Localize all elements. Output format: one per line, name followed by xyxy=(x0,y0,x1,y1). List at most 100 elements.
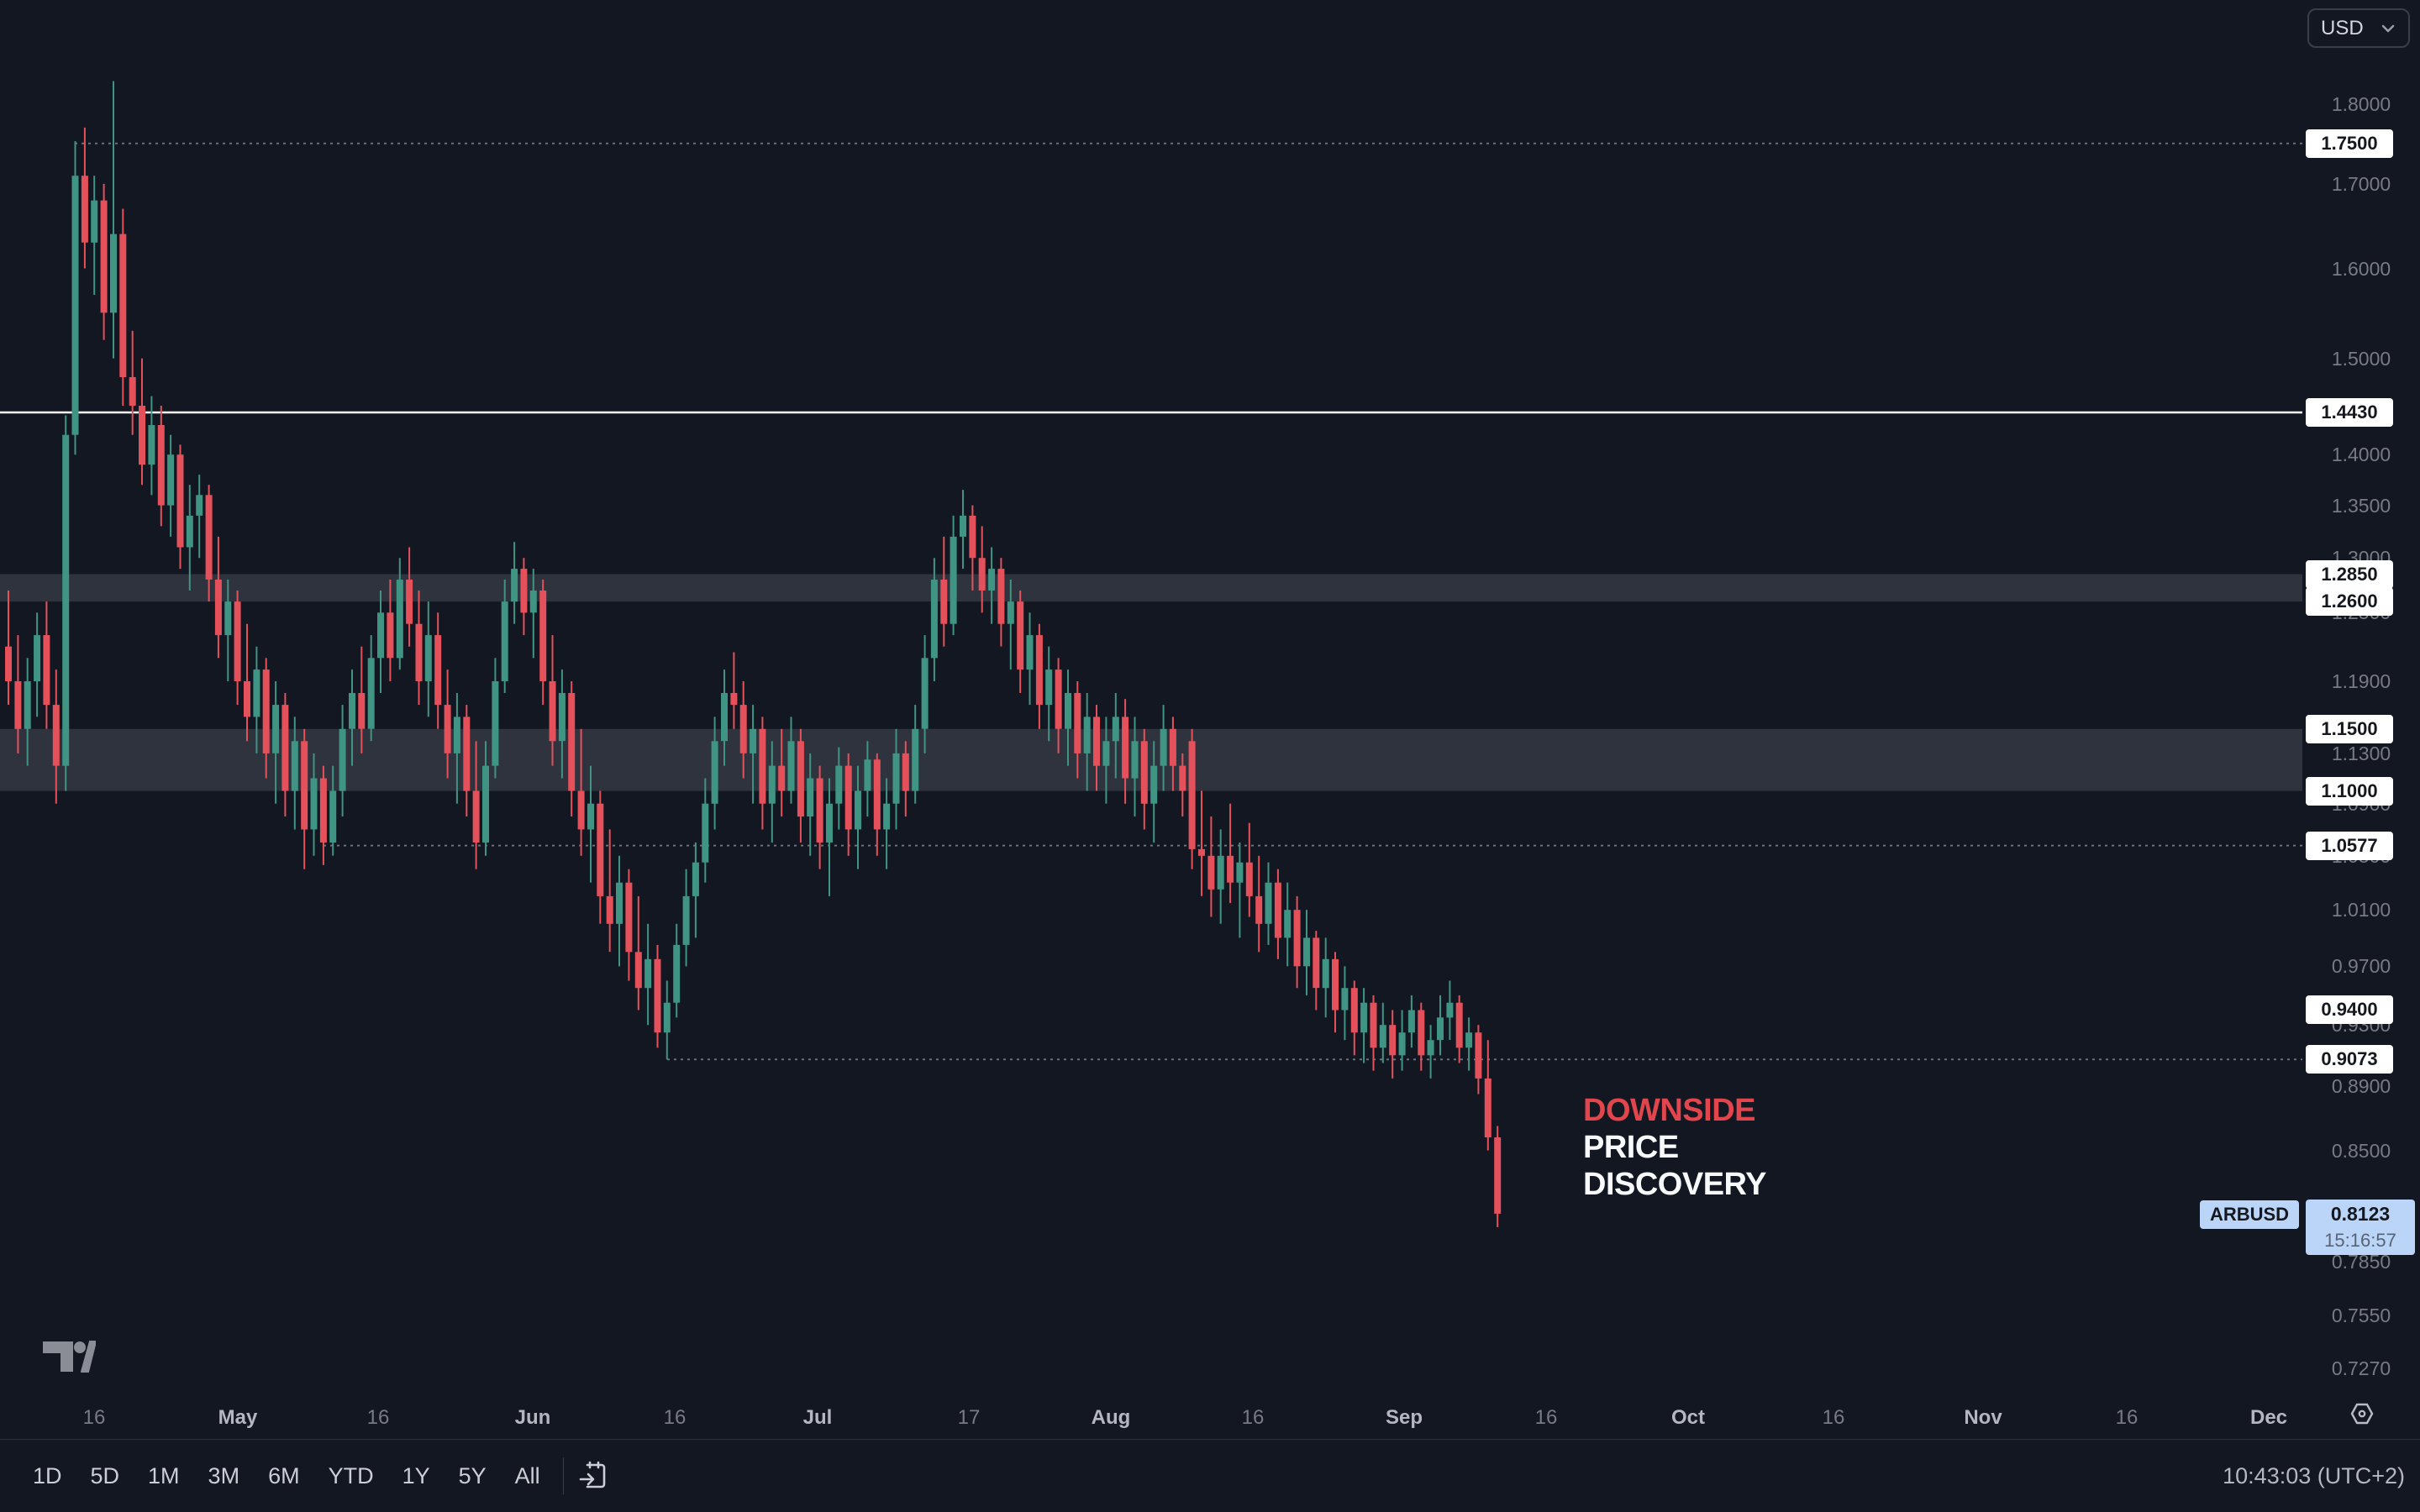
range-button-5y[interactable]: 5Y xyxy=(458,1462,487,1488)
candle xyxy=(396,558,403,670)
candle xyxy=(587,765,594,883)
candle xyxy=(139,358,145,486)
candle xyxy=(606,829,613,953)
candle xyxy=(406,547,413,647)
candle xyxy=(501,580,508,693)
candle xyxy=(100,183,108,340)
price-zone-band xyxy=(0,574,2302,602)
candle xyxy=(1332,952,1339,1033)
candle xyxy=(1045,646,1053,742)
candle xyxy=(110,81,117,359)
candle xyxy=(807,753,814,856)
candle xyxy=(1322,937,1329,1018)
candle xyxy=(634,895,642,1011)
range-button-ytd[interactable]: YTD xyxy=(328,1462,374,1488)
price-level-label: 0.9073 xyxy=(2306,1045,2393,1074)
candle xyxy=(205,485,213,602)
candle xyxy=(1446,980,1454,1041)
bar-countdown: 15:16:57 xyxy=(2324,1230,2396,1251)
time-axis-month-label: Dec xyxy=(2249,1406,2288,1429)
range-button-all[interactable]: All xyxy=(514,1462,540,1488)
chart-text-annotation[interactable]: DOWNSIDE PRICE DISCOVERY xyxy=(1583,1092,1766,1203)
time-axis-day-label: 16 xyxy=(2115,1406,2139,1429)
price-tick-label: 1.0100 xyxy=(2331,899,2391,921)
candle xyxy=(625,869,633,981)
candle xyxy=(472,741,480,869)
candle xyxy=(855,765,861,869)
price-tick-label: 1.7000 xyxy=(2331,172,2391,195)
last-price-label: 0.8123 15:16:57 xyxy=(2306,1200,2415,1255)
candle xyxy=(902,741,909,817)
axis-settings-gear-icon[interactable] xyxy=(2349,1403,2375,1425)
candle xyxy=(1370,995,1377,1071)
candle xyxy=(214,536,222,659)
candle xyxy=(1255,855,1263,953)
time-axis-month-label: Jun xyxy=(514,1406,551,1429)
price-tick-label: 0.8500 xyxy=(2331,1139,2391,1162)
candle xyxy=(1350,980,1358,1056)
time-axis-day-label: 16 xyxy=(663,1406,687,1429)
price-level-label: 1.2600 xyxy=(2306,587,2393,617)
candle xyxy=(329,765,337,856)
candle xyxy=(644,923,652,1026)
price-level-label: 1.1000 xyxy=(2306,776,2393,806)
price-tick-label: 0.9700 xyxy=(2331,955,2391,978)
candle xyxy=(539,580,547,706)
candle xyxy=(1274,869,1281,959)
candle xyxy=(176,444,184,570)
candle xyxy=(424,601,432,717)
annotation-line-3: DISCOVERY xyxy=(1583,1167,1766,1202)
candle xyxy=(262,658,270,779)
range-button-1y[interactable]: 1Y xyxy=(402,1462,430,1488)
candle xyxy=(1494,1126,1502,1227)
tradingview-logo[interactable] xyxy=(42,1341,96,1373)
candle xyxy=(1131,717,1139,816)
candle xyxy=(750,705,757,804)
range-button-6m[interactable]: 6M xyxy=(268,1462,300,1488)
candle xyxy=(1150,741,1158,843)
candle xyxy=(1341,966,1349,1041)
candle xyxy=(1465,1017,1473,1071)
candle xyxy=(892,728,900,830)
candle xyxy=(463,705,471,816)
candle xyxy=(1284,882,1292,967)
candle xyxy=(1169,717,1176,791)
candle xyxy=(1437,995,1444,1056)
candle xyxy=(52,669,60,804)
candle xyxy=(1207,816,1215,917)
price-tick-label: 1.1300 xyxy=(2331,742,2391,764)
candle xyxy=(950,515,957,636)
candle xyxy=(1007,580,1014,670)
candle xyxy=(682,869,690,967)
currency-selector[interactable]: USD xyxy=(2307,8,2410,48)
clock-utc-label[interactable]: 10:43:03 (UTC+2) xyxy=(2223,1462,2405,1488)
candle xyxy=(14,635,22,753)
candle xyxy=(768,741,776,843)
candle xyxy=(711,717,718,830)
price-tick-label: 0.8900 xyxy=(2331,1075,2391,1098)
candle xyxy=(1083,693,1091,791)
calendar-goto-date-icon[interactable] xyxy=(579,1461,608,1491)
range-button-1m[interactable]: 1M xyxy=(148,1462,180,1488)
candle xyxy=(186,485,193,591)
candle xyxy=(444,669,451,779)
annotation-line-2: PRICE xyxy=(1583,1130,1679,1165)
candle xyxy=(969,505,976,591)
candle xyxy=(568,681,576,816)
time-axis-month-label: Nov xyxy=(1964,1406,2002,1429)
price-level-label: 1.0577 xyxy=(2306,831,2393,860)
candle xyxy=(558,669,566,779)
candle xyxy=(529,569,537,659)
range-button-3m[interactable]: 3M xyxy=(208,1462,240,1488)
candle xyxy=(702,778,709,883)
time-axis-month-label: Oct xyxy=(1670,1406,1706,1429)
range-button-5d[interactable]: 5D xyxy=(90,1462,120,1488)
candle xyxy=(1389,1010,1397,1079)
candle xyxy=(1140,728,1148,830)
candle xyxy=(797,728,804,843)
range-button-1d[interactable]: 1D xyxy=(33,1462,62,1488)
candle xyxy=(196,475,203,559)
candle xyxy=(71,141,79,455)
